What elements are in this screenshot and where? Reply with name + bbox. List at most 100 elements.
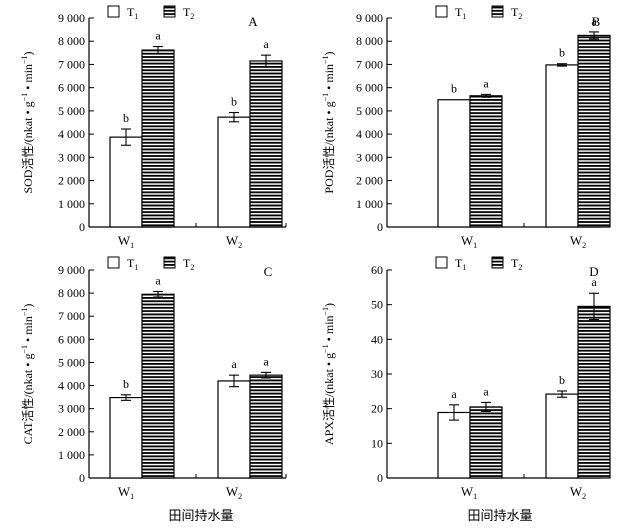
bar-t1 (217, 116, 251, 228)
bar-t1 (437, 99, 471, 228)
chart-panel-d: 0 10 20 30 40 50 60 W1 W2 APX活性/(nkat • g−1 • min… (321, 256, 611, 501)
legend: T1 T2 (107, 5, 194, 21)
y-tick-label: 5 000 (356, 104, 383, 118)
y-tick-label: 40 (371, 332, 383, 346)
y-tick-label: 1 000 (58, 197, 85, 211)
y-tick-label: 0 (79, 471, 85, 485)
bar-t2 (141, 293, 175, 479)
x-tick-label: W2 (570, 484, 586, 501)
bar-t2 (249, 60, 283, 228)
y-tick-label: 9 000 (58, 263, 85, 277)
significance-letter: b (559, 46, 565, 60)
y-tick-label: 4 000 (58, 127, 85, 141)
significance-letter: a (591, 14, 597, 28)
y-tick-label: 5 000 (58, 104, 85, 118)
significance-letter: b (231, 95, 237, 109)
y-tick-label: 10 (371, 436, 383, 450)
legend-swatch-t1 (107, 5, 120, 18)
legend-label-t2: T2 (511, 5, 522, 21)
y-tick-label: 0 (377, 471, 383, 485)
x-axis-title-left: 田间持水量 (168, 508, 233, 523)
y-tick-label: 6 000 (356, 81, 383, 95)
legend-label-t1: T1 (455, 5, 466, 21)
bar-t1 (545, 64, 579, 228)
significance-letter: a (155, 273, 161, 287)
bar-t2 (469, 95, 503, 228)
significance-letter: a (451, 387, 457, 401)
legend-swatch-t2 (163, 5, 176, 18)
y-tick-label: 20 (371, 402, 383, 416)
y-tick-label: 1 000 (356, 197, 383, 211)
y-tick-label: 1 000 (58, 448, 85, 462)
legend-swatch-t1 (435, 256, 448, 269)
y-tick-label: 8 000 (58, 34, 85, 48)
y-tick-label: 2 000 (356, 174, 383, 188)
x-tick-label: W2 (570, 233, 586, 250)
x-tick-label: W2 (226, 484, 242, 501)
y-tick-label: 60 (371, 263, 383, 277)
bar-t2 (249, 374, 283, 479)
legend-swatch-t2 (491, 256, 504, 269)
y-tick-label: 50 (371, 298, 383, 312)
chart-panel-a: 0 1 000 2 000 3 000 4 000 5 000 6 000 7 000 8 00… (20, 5, 287, 250)
y-axis-label: CAT活性/(nkat • g−1 • min−1) (20, 304, 35, 445)
legend-swatch-t2 (163, 256, 176, 269)
y-tick-label: 2 000 (58, 425, 85, 439)
x-tick-label: W1 (461, 233, 477, 250)
y-tick-label: 4 000 (356, 127, 383, 141)
bar-t1 (109, 136, 143, 228)
significance-letter: a (263, 354, 269, 368)
bar-t1 (545, 393, 579, 479)
y-tick-label: 6 000 (58, 332, 85, 346)
y-axis-label: SOD活性/(nkat • g−1 • min−1) (20, 51, 35, 193)
panel-letter: A (248, 14, 258, 29)
significance-letter: b (559, 373, 565, 387)
y-tick-label: 8 000 (356, 34, 383, 48)
legend: T1 T2 (435, 256, 522, 272)
y-tick-label: 5 000 (58, 355, 85, 369)
y-axis-label: APX活性/(nkat • g−1 • min−1) (321, 303, 336, 445)
x-tick-label: W1 (118, 233, 134, 250)
legend-label-t1: T1 (455, 256, 466, 272)
legend-label-t2: T2 (511, 256, 522, 272)
significance-letter: a (483, 76, 489, 90)
legend-swatch-t1 (107, 256, 120, 269)
y-tick-label: 6 000 (58, 81, 85, 95)
y-tick-label: 9 000 (356, 11, 383, 25)
y-tick-label: 30 (371, 367, 383, 381)
significance-letter: a (263, 37, 269, 51)
legend-label-t2: T2 (183, 5, 194, 21)
y-tick-label: 3 000 (58, 402, 85, 416)
legend-swatch-t2 (491, 5, 504, 18)
bar-t2 (141, 49, 175, 228)
legend-swatch-t1 (435, 5, 448, 18)
significance-letter: a (155, 29, 161, 43)
significance-letter: b (451, 82, 457, 96)
significance-letter: a (483, 384, 489, 398)
y-tick-label: 7 000 (58, 57, 85, 71)
bar-t2 (577, 34, 611, 228)
y-tick-label: 2 000 (58, 174, 85, 188)
bar-t1 (217, 380, 251, 479)
x-tick-label: W2 (226, 233, 242, 250)
x-tick-label: W1 (118, 484, 134, 501)
legend-label-t1: T1 (127, 5, 138, 21)
legend-label-t2: T2 (183, 256, 194, 272)
y-tick-label: 7 000 (356, 57, 383, 71)
significance-letter: a (591, 275, 597, 289)
legend: T1 T2 (435, 5, 522, 21)
panel-letter: C (264, 264, 273, 279)
y-tick-label: 9 000 (58, 11, 85, 25)
panel-letter: B (592, 14, 601, 29)
legend-label-t1: T1 (127, 256, 138, 272)
bar-t1 (437, 411, 471, 479)
y-tick-label: 0 (377, 220, 383, 234)
bar-t1 (109, 396, 143, 479)
bar-t2 (577, 305, 611, 479)
legend: T1 T2 (107, 256, 194, 272)
y-tick-label: 8 000 (58, 286, 85, 300)
y-axis-label: POD活性/(nkat • g−1 • min−1) (321, 51, 336, 193)
y-tick-label: 3 000 (356, 150, 383, 164)
significance-letter: a (231, 357, 237, 371)
x-tick-label: W1 (461, 484, 477, 501)
